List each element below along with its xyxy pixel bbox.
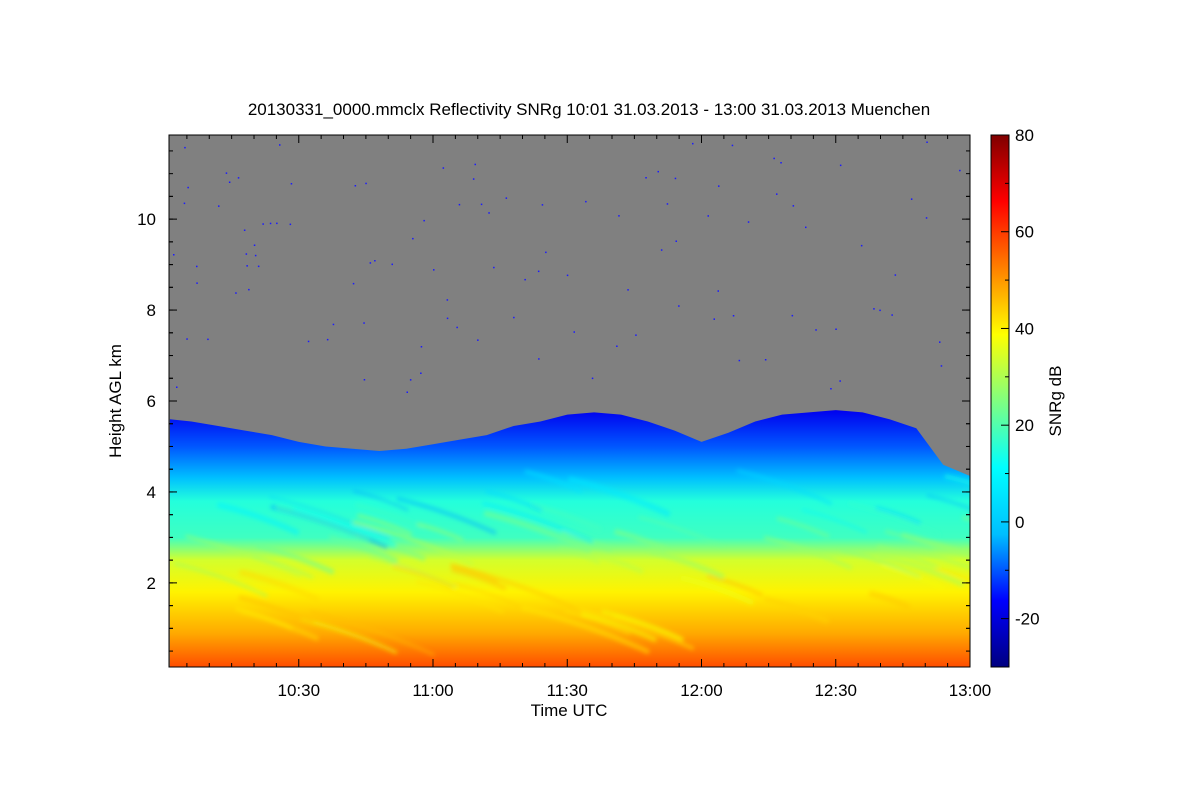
chart-title: 20130331_0000.mmclx Reflectivity SNRg 10… [248,100,930,119]
colorbar-tick-label: 0 [1015,513,1024,532]
x-axis: 10:30 11:00 11:30 12:00 12:30 13:00 [186,135,992,700]
colorbar-ticks: -20 0 20 40 60 80 [1001,126,1040,629]
y-tick-label: 10 [137,210,156,229]
fall-streaks [174,468,970,657]
y-tick-label: 6 [147,392,156,411]
noise-speckles [173,141,961,393]
colorbar-label: SNRg dB [1046,366,1065,437]
y-tick-label: 4 [147,483,156,502]
x-tick-label: 11:00 [412,681,453,700]
x-tick-label: 11:30 [547,681,588,700]
x-tick-label: 10:30 [277,681,320,700]
plot-area [169,135,970,667]
x-tick-label: 12:30 [814,681,857,700]
x-tick-label: 13:00 [949,681,992,700]
colorbar-tick-label: -20 [1015,610,1040,629]
colorbar-tick-label: 60 [1015,223,1034,242]
x-axis-label: Time UTC [531,701,608,720]
colorbar [990,134,1010,668]
colorbar-tick-label: 20 [1015,416,1034,435]
y-tick-label: 2 [147,574,156,593]
x-tick-label: 12:00 [680,681,723,700]
y-axis-label: Height AGL km [106,344,125,458]
y-axis: 2 4 6 8 10 [137,150,970,652]
colorbar-tick-label: 80 [1015,126,1034,145]
colorbar-tick-label: 40 [1015,319,1034,338]
y-tick-label: 8 [147,301,156,320]
